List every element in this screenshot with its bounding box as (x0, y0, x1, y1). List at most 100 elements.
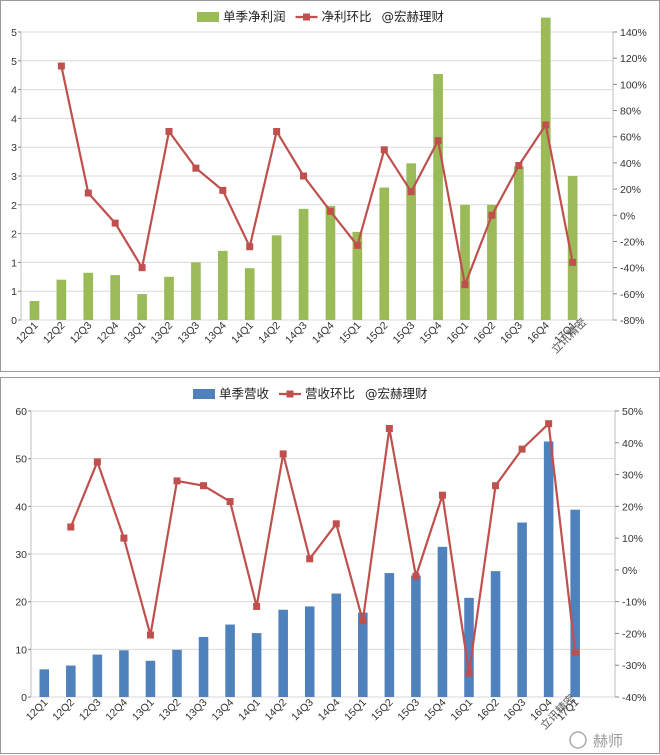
revenue-bar (331, 593, 342, 697)
profit-line-marker (434, 137, 442, 145)
profit-y2-tick-label: 40% (620, 158, 641, 170)
revenue-x-tick-label: 14Q1 (236, 697, 263, 724)
revenue-y2-tick-label: 50% (622, 406, 643, 418)
profit-x-tick-label: 14Q3 (283, 320, 310, 347)
profit-bar (379, 187, 390, 320)
revenue-line-marker (545, 420, 553, 428)
revenue-y-tick-label: 60 (15, 406, 27, 418)
revenue-line-marker (518, 445, 526, 453)
revenue-bar (198, 636, 209, 697)
revenue-line-marker (120, 534, 128, 542)
revenue-line-marker (67, 523, 75, 531)
profit-line-marker (300, 172, 308, 180)
profit-line-marker (515, 162, 523, 170)
profit-x-tick-label: 15Q1 (337, 320, 364, 347)
revenue-line-marker (571, 649, 579, 657)
revenue-line-marker (93, 458, 101, 466)
revenue-bar (304, 606, 315, 697)
profit-x-tick-label: 15Q4 (418, 320, 445, 347)
revenue-line-marker (306, 555, 314, 563)
profit-bar (487, 204, 497, 320)
revenue-bar (464, 597, 474, 697)
profit-legend-line-label: 净利环比 (322, 9, 372, 24)
profit-y-tick-label: 1 (11, 286, 17, 298)
revenue-y-tick-label: 50 (15, 454, 27, 466)
profit-y-tick-label: 5 (11, 56, 17, 68)
profit-y2-tick-label: -80% (620, 315, 645, 327)
profit-line-marker (246, 243, 254, 251)
revenue-y2-tick-label: 40% (622, 438, 643, 450)
profit-bar (56, 279, 67, 320)
profit-line (60, 65, 574, 286)
revenue-line-marker (279, 450, 287, 458)
profit-line-marker (353, 241, 361, 249)
revenue-bar (437, 546, 448, 697)
profit-y2-tick-label: 0% (620, 210, 635, 222)
profit-x-tick-label: 16Q2 (471, 320, 498, 347)
revenue-line-marker (385, 424, 393, 432)
revenue-line-marker (492, 482, 500, 490)
profit-y2-tick-label: 60% (620, 132, 641, 144)
revenue-x-tick-label: 15Q3 (395, 697, 422, 724)
profit-bar (164, 276, 174, 320)
profit-line-marker (542, 121, 550, 129)
profit-line-marker (192, 164, 200, 172)
revenue-line-marker (146, 631, 154, 639)
revenue-line-marker (332, 520, 340, 528)
revenue-y2-tick-label: -20% (622, 628, 647, 640)
profit-line-marker (138, 264, 146, 272)
profit-y2-tick-label: 120% (620, 53, 647, 65)
revenue-y-tick-label: 20 (15, 597, 27, 609)
revenue-bar (543, 441, 554, 697)
profit-line-marker (273, 127, 281, 135)
profit-y2-tick-label: -20% (620, 236, 645, 248)
revenue-bar (92, 654, 103, 697)
profit-bar (460, 204, 470, 320)
profit-y-tick-label: 4 (11, 113, 17, 125)
revenue-y2-tick-label: 30% (622, 470, 643, 482)
revenue-legend-line-marker (286, 390, 294, 398)
profit-line-marker (407, 188, 415, 196)
profit-bar (406, 163, 417, 320)
profit-x-tick-label: 14Q2 (256, 320, 283, 347)
profit-bar (244, 268, 255, 320)
profit-bar (298, 208, 309, 320)
profit-bar (513, 166, 524, 320)
revenue-y2-tick-label: -10% (622, 597, 647, 609)
profit-x-tick-label: 16Q3 (498, 320, 525, 347)
profit-line-marker (111, 219, 119, 227)
profit-legend: 单季净利润 净利环比 @宏赫理财 (197, 9, 444, 24)
profit-line-marker (569, 258, 577, 266)
revenue-x-tick-label: 15Q2 (369, 697, 396, 724)
profit-line-marker (326, 207, 334, 215)
profit-y-tick-label: 2 (11, 229, 17, 241)
profit-y-tick-label: 3 (11, 142, 17, 154)
revenue-bar (278, 609, 288, 697)
revenue-y-tick-label: 30 (15, 549, 27, 561)
profit-legend-note: @宏赫理财 (382, 9, 445, 24)
profit-y-tick-label: 2 (11, 200, 17, 212)
revenue-bar (251, 633, 262, 697)
revenue-bar (172, 649, 182, 697)
profit-x-tick-label: 12Q3 (68, 320, 95, 347)
revenue-x-tick-label: 13Q3 (183, 697, 210, 724)
profit-line-marker (219, 186, 227, 194)
profit-x-tick-label: 14Q4 (310, 320, 337, 347)
revenue-y2-tick-label: 10% (622, 533, 643, 545)
revenue-line-marker (173, 477, 181, 485)
profit-line-marker (57, 62, 65, 70)
revenue-x-tick-label: 12Q4 (103, 697, 130, 724)
corner-watermark: 赫师 (569, 731, 623, 750)
profit-y2-tick-label: 140% (620, 27, 647, 39)
revenue-y-tick-label: 10 (15, 644, 27, 656)
revenue-bar (384, 573, 395, 697)
profit-line-marker (461, 281, 469, 289)
profit-x-tick-label: 13Q1 (122, 320, 149, 347)
profit-x-tick-label: 13Q4 (202, 320, 229, 347)
profit-bar (433, 74, 443, 320)
revenue-bar (39, 669, 50, 697)
revenue-line-marker (253, 602, 261, 610)
profit-y-tick-label: 3 (11, 171, 17, 183)
revenue-x-tick-label: 12Q1 (24, 697, 51, 724)
revenue-line-marker (438, 491, 446, 499)
